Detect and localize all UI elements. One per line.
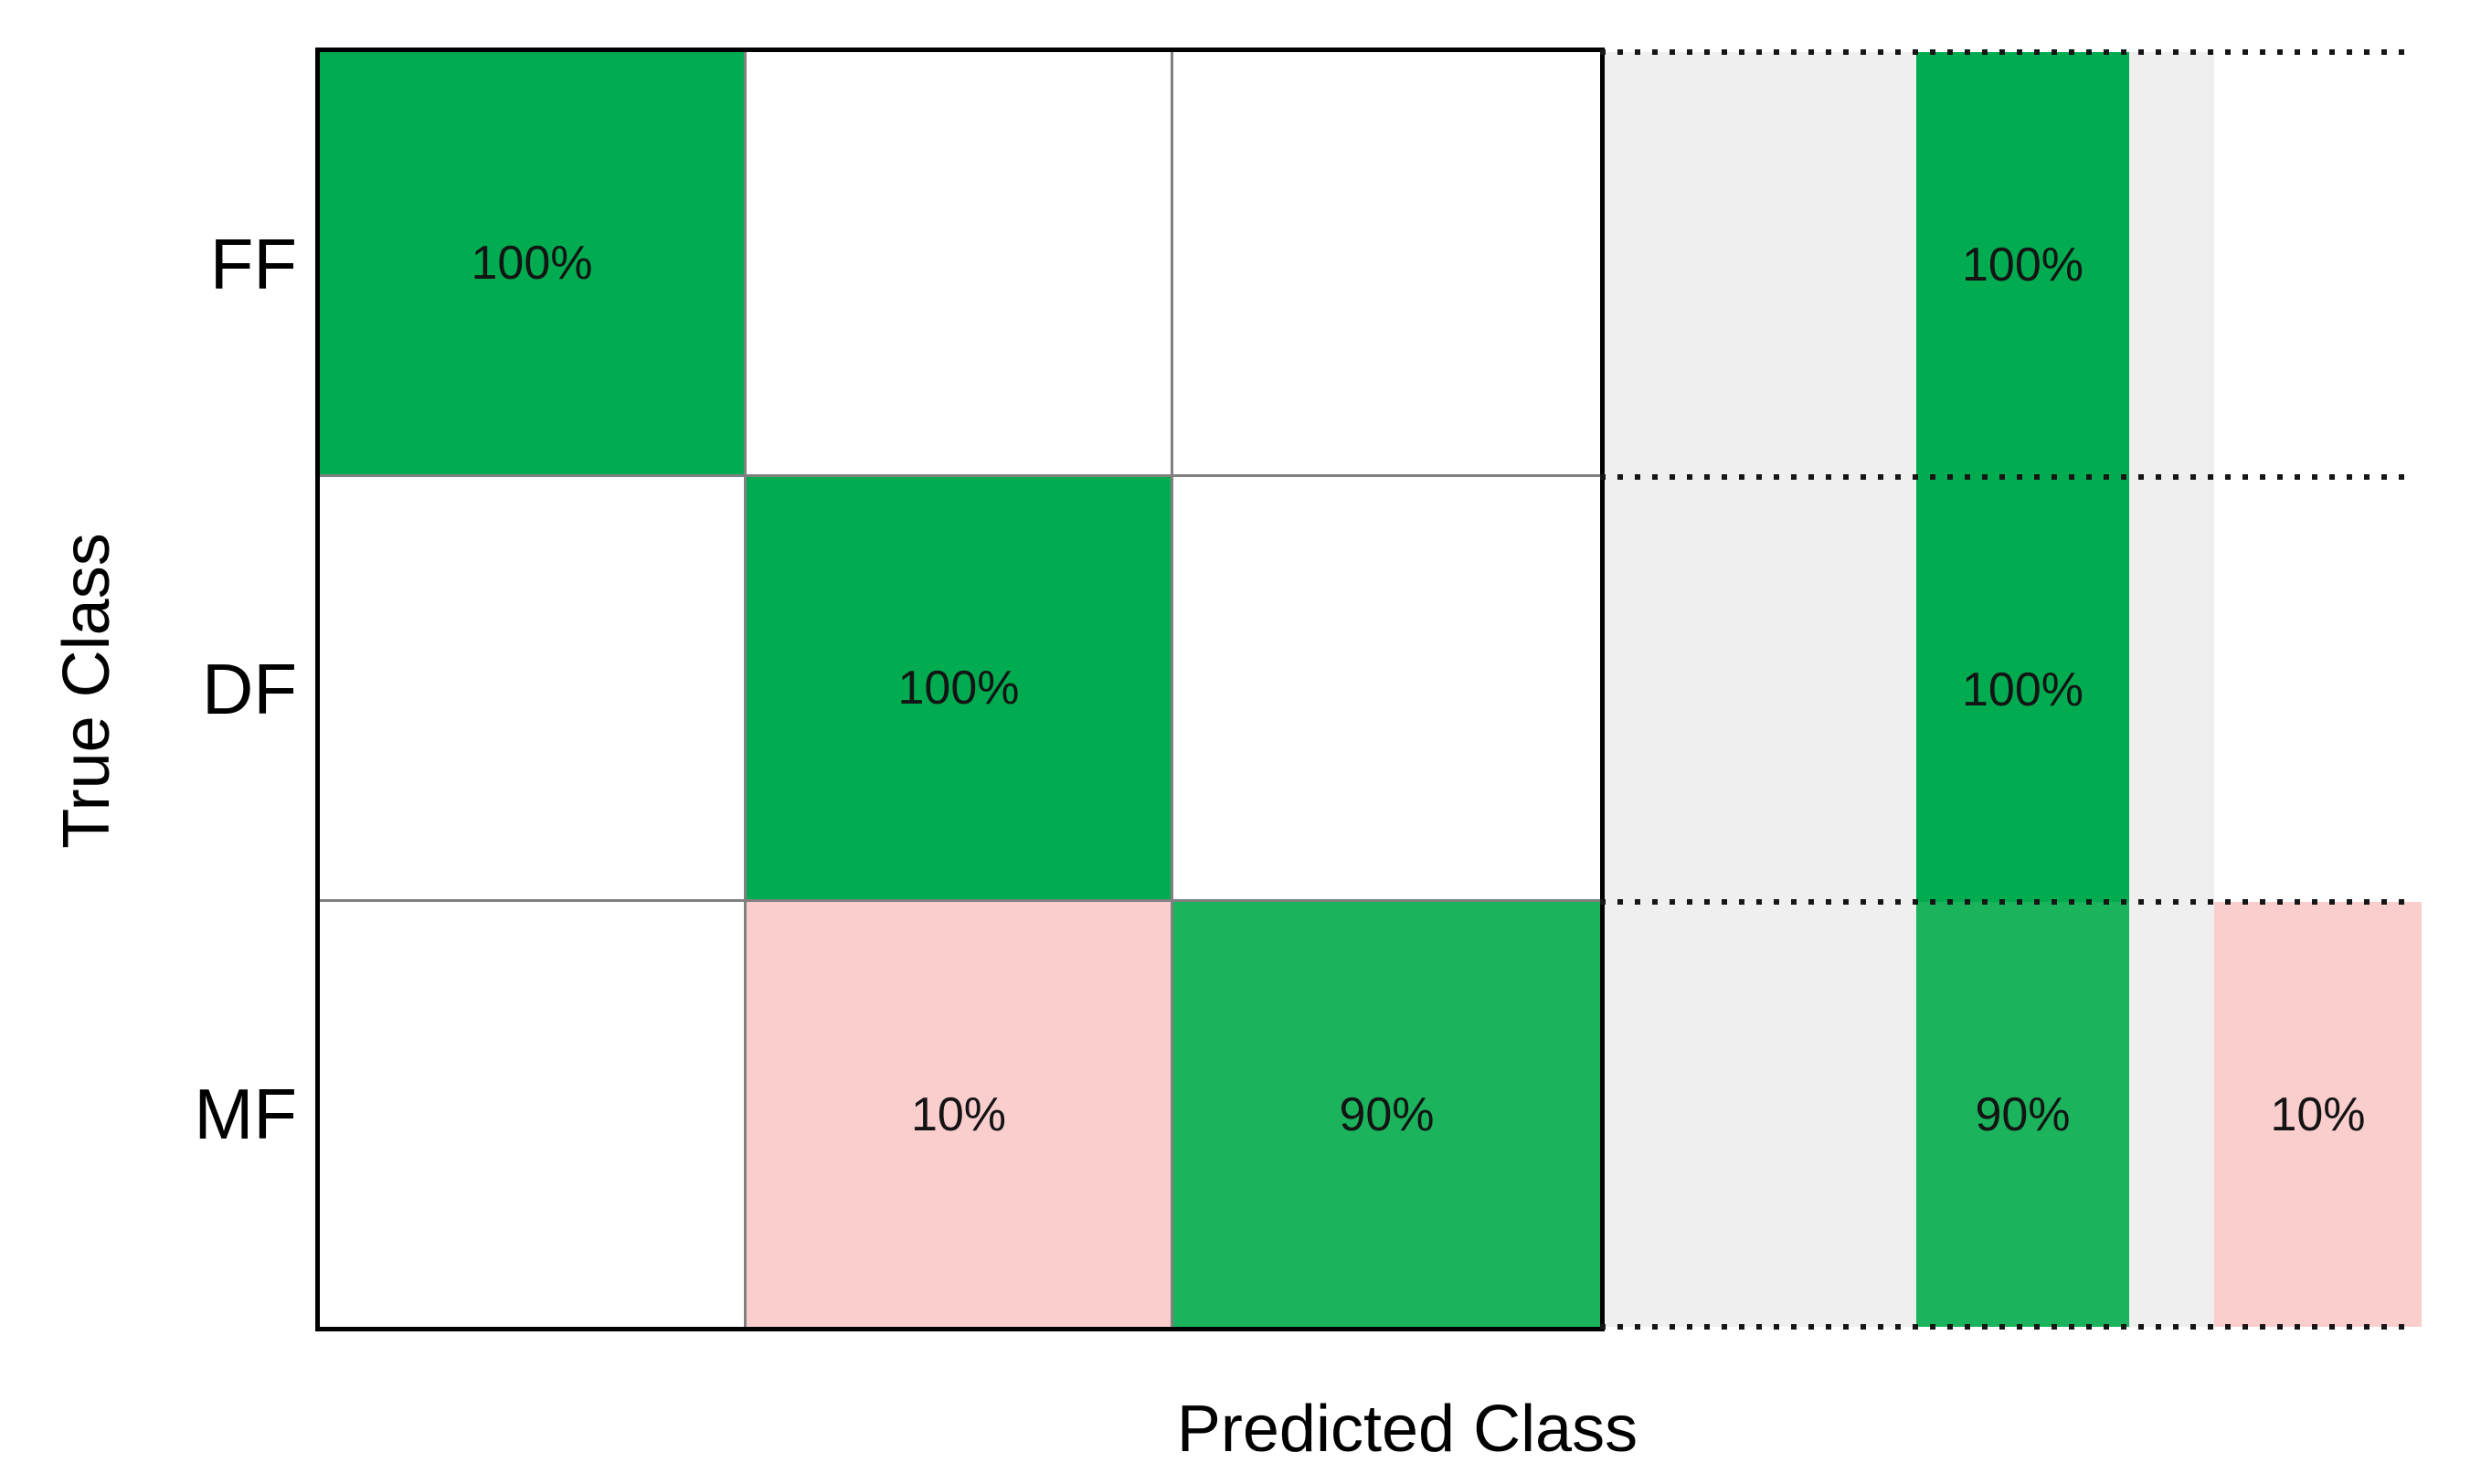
cell-true-ff-pred-ff: 100% bbox=[320, 52, 747, 477]
cell-true-ff-pred-mf bbox=[1173, 52, 1600, 477]
tpr-cell-df: 100% bbox=[1916, 477, 2129, 902]
confusion-matrix-grid: 100% 100% 10% 90% bbox=[315, 48, 1605, 1331]
cell-true-df-pred-ff bbox=[320, 477, 747, 902]
x-axis-title: Predicted Class bbox=[1176, 1393, 1638, 1466]
summary-dotted-line-row2 bbox=[1600, 899, 2412, 905]
summary-dotted-line-top bbox=[1600, 49, 2412, 55]
cell-true-mf-pred-df: 10% bbox=[747, 902, 1173, 1327]
tpr-summary-column: 100% 100% 90% bbox=[1916, 52, 2129, 1327]
summary-dotted-line-row1 bbox=[1600, 474, 2412, 480]
cell-true-mf-pred-mf: 90% bbox=[1173, 902, 1600, 1327]
cell-true-ff-pred-df bbox=[747, 52, 1173, 477]
row-label-df: DF bbox=[202, 649, 297, 729]
row-label-ff: FF bbox=[209, 224, 297, 304]
row-label-mf: MF bbox=[194, 1074, 297, 1154]
cell-true-df-pred-mf bbox=[1173, 477, 1600, 902]
tpr-cell-mf: 90% bbox=[1916, 902, 2129, 1327]
summary-dotted-line-bottom bbox=[1600, 1324, 2412, 1330]
cell-true-mf-pred-ff bbox=[320, 902, 747, 1327]
tpr-cell-ff: 100% bbox=[1916, 52, 2129, 477]
cell-true-df-pred-df: 100% bbox=[747, 477, 1173, 902]
fnr-cell-mf: 10% bbox=[2214, 902, 2422, 1327]
